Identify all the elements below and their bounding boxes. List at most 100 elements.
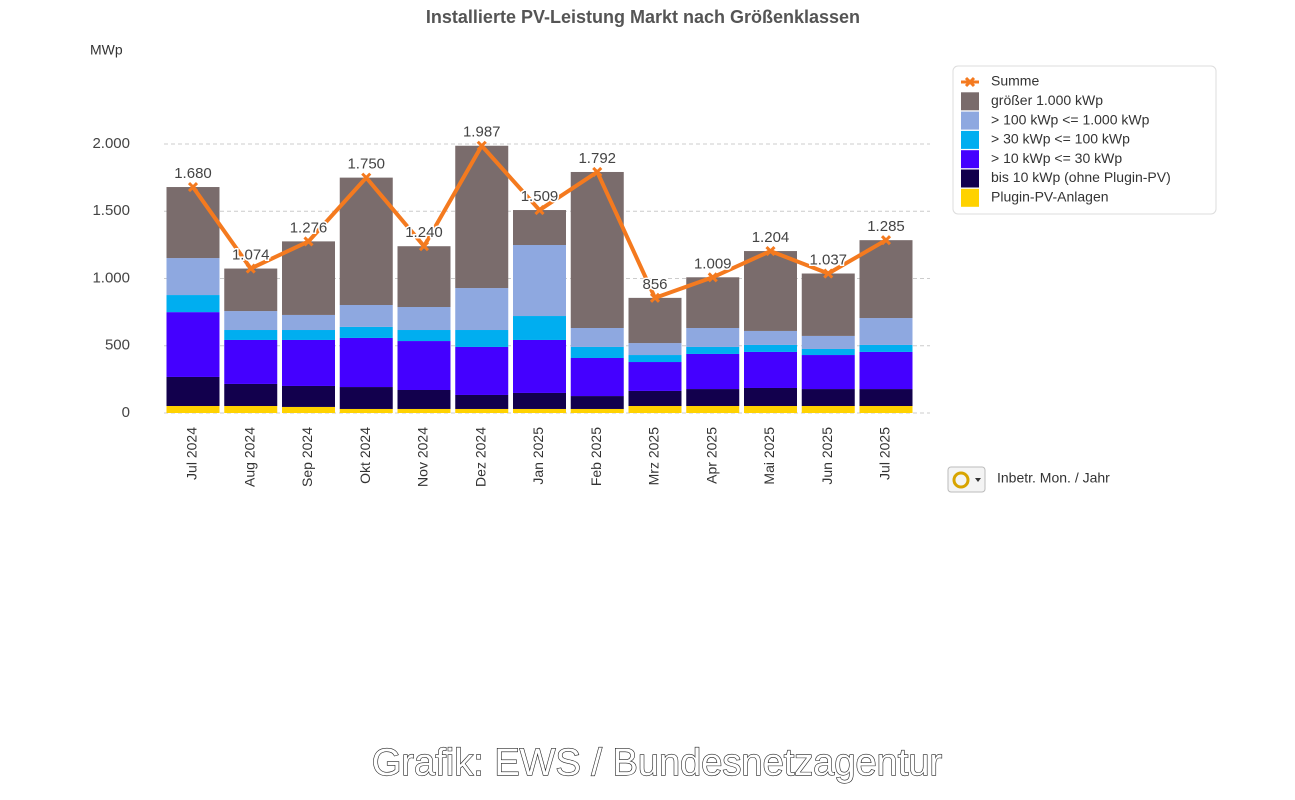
bar-segment <box>455 288 509 331</box>
bar-segment <box>224 339 278 384</box>
legend-marker <box>964 76 976 88</box>
bar-segment <box>166 258 220 296</box>
sum-marker <box>187 181 199 193</box>
data-label: 856 <box>642 276 667 293</box>
bar-segment <box>397 390 451 409</box>
bar-segment <box>282 385 335 407</box>
bar-segment <box>686 406 740 413</box>
y-tick-label: 0 <box>122 404 130 421</box>
bar-segment <box>801 335 855 349</box>
legend-swatch <box>961 150 979 169</box>
legend-swatch <box>961 169 979 188</box>
bar-segment <box>339 387 393 409</box>
legend-swatch <box>961 111 979 130</box>
bar-segment <box>513 210 566 246</box>
credit: Grafik: EWS / Bundesnetzagentur <box>372 742 943 784</box>
legend-swatch <box>961 188 979 207</box>
bar-segment <box>513 408 566 413</box>
button-caret[interactable] <box>975 478 981 482</box>
x-tick-label: Nov 2024 <box>415 427 431 487</box>
sum-marker <box>534 204 545 216</box>
bar-segment <box>166 406 220 413</box>
data-label: 1.074 <box>232 247 270 264</box>
bar-segment <box>455 346 509 395</box>
bar-segment <box>744 387 797 407</box>
x-axis-control-label: Inbetr. Mon. / Jahr <box>997 470 1110 486</box>
axis-button[interactable] <box>947 466 986 493</box>
bar-segment <box>686 327 740 347</box>
x-tick-label: Jan 2025 <box>530 427 546 485</box>
bar-segment <box>282 314 335 331</box>
bar-segment <box>744 344 797 352</box>
bar-segment <box>455 145 509 289</box>
y-tick-label: 1.500 <box>92 202 130 219</box>
bar-segment <box>397 330 451 342</box>
bar-segment <box>397 246 451 308</box>
sum-marker <box>476 140 487 151</box>
bar-segment <box>513 392 566 409</box>
bar-segment <box>570 357 624 397</box>
data-label: 1.509 <box>521 188 559 205</box>
bar-segment <box>801 389 855 407</box>
bar-segment <box>397 408 451 413</box>
bar-segment <box>339 326 393 338</box>
legend-swatch <box>961 130 979 149</box>
bar-segment <box>744 251 797 331</box>
bar-segment <box>801 348 855 356</box>
bar-segment <box>224 406 278 413</box>
bar-segment <box>339 408 393 413</box>
bar-segment <box>628 297 682 344</box>
data-label: 1.680 <box>174 165 212 182</box>
bar-segment <box>859 389 913 407</box>
legend-label: > 30 kWp <= 100 kWp <box>991 131 1130 147</box>
data-label: 1.204 <box>752 229 790 246</box>
data-label: 1.792 <box>578 150 616 167</box>
y-tick-label: 500 <box>105 337 130 354</box>
data-label: 1.987 <box>463 124 501 141</box>
bar-segment <box>224 383 278 407</box>
bar-segment <box>628 355 682 363</box>
bar-segment <box>744 330 797 345</box>
x-tick-label: Mrz 2025 <box>646 427 662 486</box>
bar-segment <box>224 330 278 340</box>
bar-segment <box>513 339 566 393</box>
bar-segment <box>570 396 624 409</box>
bar-segment <box>570 327 624 347</box>
bar-segment <box>397 307 451 331</box>
x-tick-label: Aug 2024 <box>241 427 257 487</box>
x-tick-label: Jul 2024 <box>184 427 200 480</box>
bar-segment <box>628 406 682 413</box>
bar-segment <box>628 343 682 356</box>
sum-marker <box>245 263 256 274</box>
bar-segment <box>859 406 913 413</box>
legend-label: > 10 kWp <= 30 kWp <box>991 150 1122 166</box>
bar-segment <box>859 318 913 345</box>
bar-segment <box>397 341 451 391</box>
bar-segment <box>455 408 509 413</box>
data-label: 1.285 <box>867 218 905 235</box>
bar-segment <box>513 245 566 317</box>
bar-segment <box>628 362 682 391</box>
sum-marker <box>880 235 892 246</box>
x-tick-label: Apr 2025 <box>703 427 719 484</box>
bar-segment <box>282 339 335 386</box>
sum-marker <box>649 292 661 303</box>
bar-segment <box>570 346 624 358</box>
sum-marker <box>418 241 430 252</box>
bar-segment <box>686 353 740 390</box>
bar-segment <box>686 389 740 407</box>
y-axis-unit: MWp <box>90 42 123 58</box>
legend-label: Summe <box>991 73 1039 89</box>
x-tick-label: Okt 2024 <box>357 427 373 484</box>
data-label: 1.750 <box>347 156 385 173</box>
data-label: 1.009 <box>694 255 732 272</box>
bar-segment <box>455 330 509 347</box>
bar-segment <box>224 311 278 331</box>
legend-swatch <box>961 92 979 111</box>
x-tick-label: Feb 2025 <box>588 427 604 486</box>
bar-segment <box>513 316 566 340</box>
button-icon[interactable] <box>952 471 970 489</box>
bar-segment <box>859 344 913 352</box>
bar-segment <box>859 240 913 319</box>
